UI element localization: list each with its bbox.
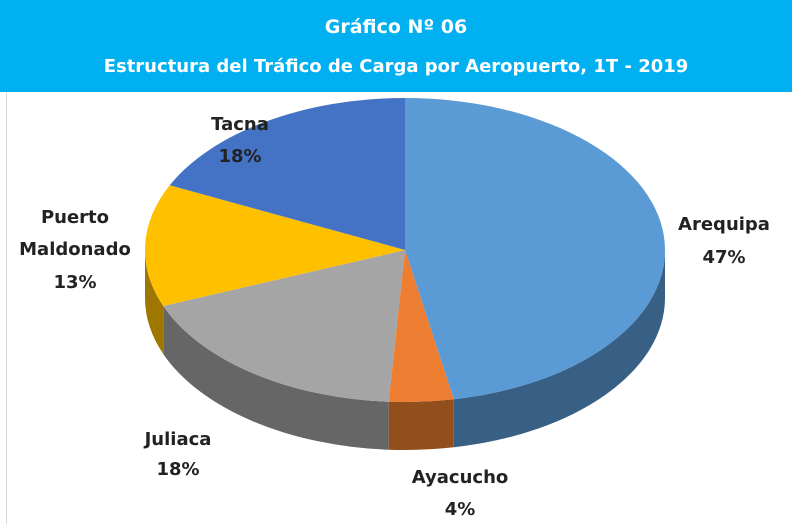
plot-frame xyxy=(6,92,786,524)
value-label: 18% xyxy=(156,459,200,480)
pie-slice-side xyxy=(145,250,164,354)
value-label: 13% xyxy=(53,272,97,293)
pie-slice-side xyxy=(163,305,389,450)
pie-slice xyxy=(169,97,405,250)
value-label: 47% xyxy=(702,247,746,268)
pie-slice xyxy=(388,250,454,403)
pie-slice xyxy=(163,250,405,402)
value-label: 4% xyxy=(444,499,476,520)
category-label: Arequipa xyxy=(678,214,770,235)
category-label: Puerto Maldonado xyxy=(19,207,131,260)
category-label: Tacna xyxy=(211,114,269,135)
pie-slice xyxy=(405,98,665,400)
value-label: 18% xyxy=(218,146,262,167)
category-label: Juliaca xyxy=(144,429,212,450)
pie-slice xyxy=(145,185,406,306)
category-label: Ayacucho xyxy=(411,467,509,488)
chart-title: Gráfico Nº 06 xyxy=(324,16,468,38)
header: Gráfico Nº 06 Estructura del Tráfico de … xyxy=(0,0,792,92)
pie-slice-side xyxy=(453,250,665,448)
chart-subtitle: Estructura del Tráfico de Carga por Aero… xyxy=(103,56,689,77)
pie-slice-side xyxy=(388,399,454,450)
